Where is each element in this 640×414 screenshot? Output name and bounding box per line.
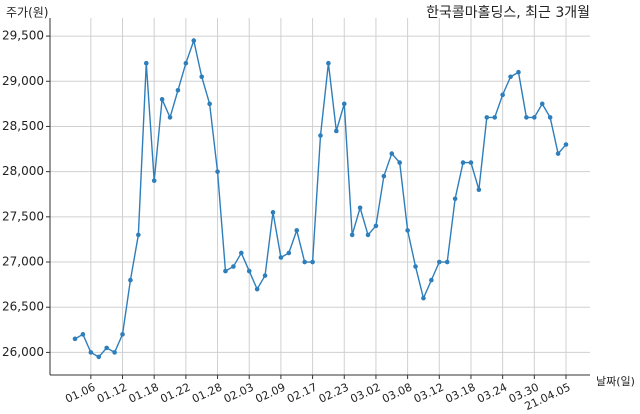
point bbox=[492, 115, 498, 120]
point bbox=[539, 101, 545, 107]
point bbox=[476, 187, 482, 193]
point bbox=[429, 277, 434, 283]
x-tick-label: 01.06 bbox=[63, 381, 97, 406]
point bbox=[262, 273, 268, 278]
x-tick-label: 03.18 bbox=[443, 381, 477, 406]
point bbox=[349, 232, 355, 238]
point bbox=[397, 160, 402, 165]
point bbox=[207, 101, 212, 107]
point bbox=[88, 350, 94, 355]
point bbox=[239, 250, 244, 256]
point bbox=[278, 255, 284, 260]
point bbox=[254, 286, 260, 292]
point bbox=[136, 232, 141, 238]
point bbox=[524, 115, 529, 120]
point bbox=[128, 277, 133, 283]
point bbox=[175, 88, 181, 93]
point bbox=[373, 223, 379, 229]
point bbox=[143, 60, 149, 66]
point bbox=[357, 205, 363, 211]
x-tick-label: 01.18 bbox=[127, 381, 161, 406]
point bbox=[183, 60, 189, 66]
point bbox=[80, 332, 86, 337]
point bbox=[223, 268, 228, 274]
x-tick-label: 02.03 bbox=[222, 381, 256, 406]
y-tick-label: 27,500 bbox=[2, 209, 44, 223]
y-tick-label: 27,000 bbox=[2, 255, 44, 269]
point bbox=[460, 160, 466, 165]
point bbox=[500, 92, 505, 98]
point bbox=[413, 264, 418, 269]
x-tick-label: 03.08 bbox=[380, 381, 414, 406]
x-tick-label: 02.09 bbox=[253, 381, 287, 406]
point bbox=[191, 38, 197, 43]
line bbox=[74, 38, 567, 358]
point bbox=[532, 115, 537, 120]
point bbox=[231, 264, 236, 269]
point bbox=[72, 336, 78, 342]
point bbox=[508, 74, 513, 80]
point bbox=[381, 173, 387, 179]
point bbox=[120, 332, 125, 337]
point bbox=[270, 210, 276, 215]
y-tick-label: 26,500 bbox=[2, 300, 44, 314]
point bbox=[302, 259, 307, 265]
point bbox=[294, 228, 300, 233]
chart-title: 한국콜마홀딩스, 최근 3개월 bbox=[426, 5, 590, 21]
point bbox=[326, 60, 331, 66]
point bbox=[96, 354, 102, 360]
y-tick-label: 28,500 bbox=[2, 119, 44, 133]
x-axis-label: 날짜(일) bbox=[596, 374, 635, 388]
point bbox=[421, 295, 426, 301]
point bbox=[318, 133, 323, 138]
y-axis-label: 주가(원) bbox=[6, 6, 48, 20]
x-tick-label: 03.12 bbox=[412, 381, 446, 406]
x-tick-label: 01.12 bbox=[95, 381, 129, 406]
point bbox=[199, 74, 205, 80]
point bbox=[334, 128, 339, 134]
x-tick-label: 01.22 bbox=[158, 381, 192, 406]
y-tick-label: 26,000 bbox=[2, 345, 44, 359]
point bbox=[310, 259, 315, 265]
y-tick-label: 29,500 bbox=[2, 29, 44, 43]
point bbox=[246, 268, 252, 274]
point bbox=[389, 151, 395, 156]
x-tick-label: 02.17 bbox=[285, 381, 319, 406]
point bbox=[563, 142, 569, 147]
x-tick-label: 01.28 bbox=[190, 381, 224, 406]
point bbox=[468, 160, 474, 165]
point bbox=[167, 115, 173, 120]
point bbox=[341, 101, 347, 107]
x-tick-label: 03.24 bbox=[475, 381, 509, 406]
point bbox=[547, 115, 553, 120]
point bbox=[151, 178, 157, 183]
point bbox=[365, 232, 371, 238]
point bbox=[555, 151, 561, 156]
point bbox=[436, 259, 442, 265]
point bbox=[215, 169, 220, 174]
point bbox=[444, 259, 450, 265]
point bbox=[104, 345, 109, 351]
point bbox=[484, 115, 490, 120]
point bbox=[286, 250, 292, 256]
point bbox=[452, 196, 458, 202]
point bbox=[112, 350, 117, 355]
x-tick-label: 02.23 bbox=[317, 381, 351, 406]
point bbox=[516, 69, 521, 75]
y-tick-label: 28,000 bbox=[2, 164, 44, 178]
point bbox=[405, 228, 410, 233]
x-tick-label: 03.02 bbox=[348, 381, 382, 406]
y-tick-label: 29,000 bbox=[2, 74, 44, 88]
point bbox=[159, 97, 165, 102]
